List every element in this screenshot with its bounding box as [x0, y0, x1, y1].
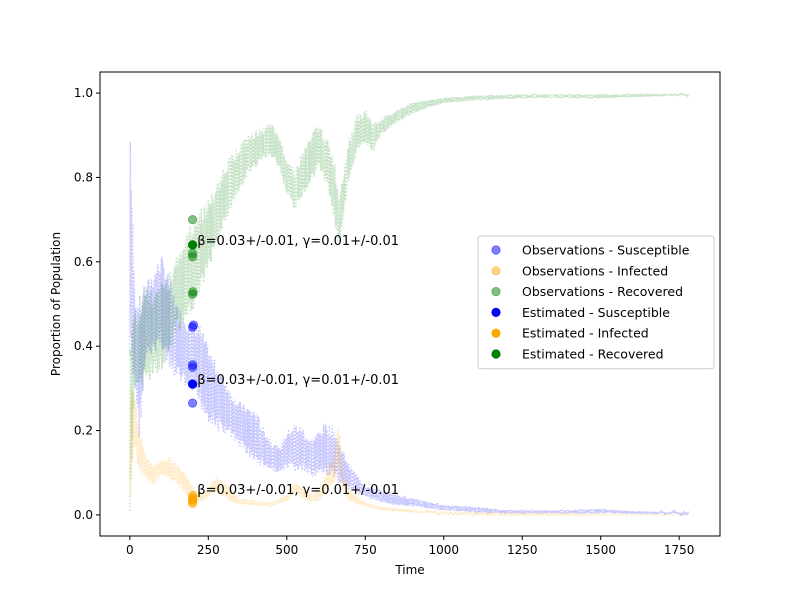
- legend-marker-3: [491, 307, 501, 317]
- x-tick-label-3: 750: [354, 543, 377, 557]
- x-tick-label-0: 0: [126, 543, 134, 557]
- x-tick-label-5: 1250: [507, 543, 538, 557]
- y-axis-title: Proportion of Population: [49, 232, 63, 376]
- series-2-point-1: [188, 287, 198, 297]
- annotation-0: β=0.03+/-0.01, γ=0.01+/-0.01: [197, 234, 399, 249]
- trajectory-line-0: [129, 141, 690, 517]
- series-0-point-5: [188, 320, 199, 330]
- legend-label-2: Observations - Recovered: [522, 284, 683, 299]
- annotations: β=0.03+/-0.01, γ=0.01+/-0.01 β=0.03+/-0.0…: [197, 234, 399, 498]
- legend-label-1: Observations - Infected: [522, 263, 668, 278]
- legend-label-3: Estimated - Susceptible: [522, 305, 670, 320]
- y-tick-label-5: 1.0: [74, 86, 93, 100]
- legend-label-5: Estimated - Recovered: [522, 347, 664, 362]
- series-5-point-0: [188, 240, 198, 250]
- legend-marker-5: [491, 349, 501, 359]
- trajectory-line-1: [129, 388, 689, 517]
- plot-frame: [99, 71, 721, 537]
- trajectory-lines: [129, 91, 690, 517]
- legend-marker-2: [491, 286, 501, 297]
- legend-box: [477, 235, 715, 370]
- series-3-point-0: [188, 379, 198, 389]
- series-4-point-0: [188, 494, 198, 504]
- y-tick-label-0: 0.0: [74, 508, 93, 522]
- legend-label-4: Estimated - Infected: [522, 326, 649, 341]
- x-tick-label-2: 500: [275, 543, 298, 557]
- legend-marker-0: [491, 245, 501, 255]
- y-tick-label-3: 0.6: [74, 255, 93, 269]
- legend-marker-1: [491, 266, 501, 276]
- legend-label-0: Observations - Susceptible: [522, 243, 690, 258]
- x-tick-label-1: 250: [197, 543, 220, 557]
- x-tick-label-4: 1000: [428, 543, 459, 557]
- y-axis: 0.0 0.2 0.4 0.6 0.8 1.0: [74, 86, 100, 522]
- series-2-point-3: [188, 248, 198, 258]
- annotation-2: β=0.03+/-0.01, γ=0.01+/-0.01: [197, 483, 399, 498]
- legend-marker-4: [491, 328, 501, 338]
- x-axis-title: Time: [394, 563, 424, 577]
- series-0-point-3: [188, 360, 198, 370]
- y-tick-label-1: 0.2: [74, 424, 93, 438]
- scatter-points: [188, 215, 199, 509]
- x-tick-label-6: 1500: [585, 543, 616, 557]
- trajectory-line-2: [129, 91, 690, 512]
- x-axis: 0 250 500 750 1000 1250 1500 1750: [126, 536, 694, 557]
- y-tick-label-4: 0.8: [74, 170, 93, 184]
- y-tick-label-2: 0.4: [74, 339, 93, 353]
- series-0-point-0: [188, 398, 198, 408]
- annotation-1: β=0.03+/-0.01, γ=0.01+/-0.01: [197, 373, 399, 388]
- x-tick-label-7: 1750: [664, 543, 695, 557]
- legend: Observations - Susceptible Observations -…: [477, 235, 715, 370]
- series-2-point-5: [188, 215, 198, 225]
